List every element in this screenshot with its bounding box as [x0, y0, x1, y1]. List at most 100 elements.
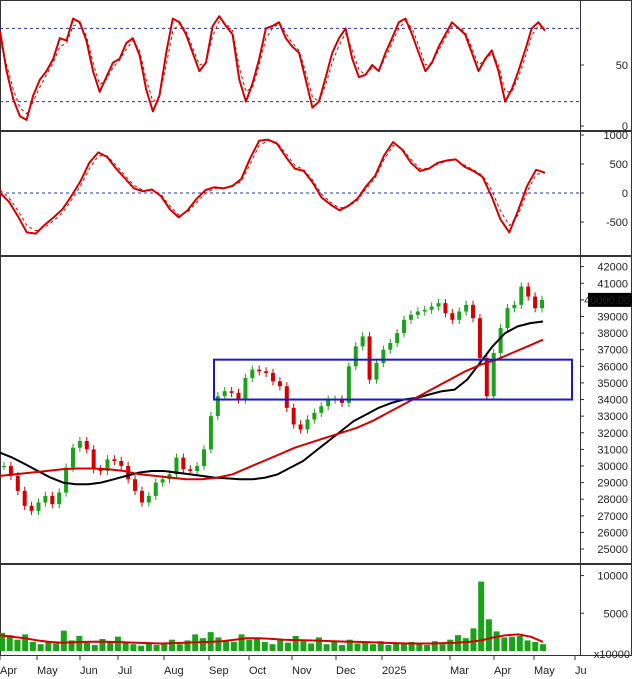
- volume-bar: [246, 639, 253, 651]
- last-price-label: 40000.00: [584, 295, 630, 307]
- candle-body: [29, 505, 34, 511]
- volume-bar: [22, 634, 29, 651]
- candle-body: [277, 381, 282, 387]
- volume-bar: [284, 642, 291, 651]
- candle-body: [484, 358, 489, 397]
- candle-body: [77, 441, 82, 448]
- y-tick-label: 31000: [597, 444, 628, 456]
- volume-bar: [346, 639, 353, 651]
- candle-body: [119, 460, 124, 466]
- volume-bar: [53, 643, 60, 651]
- candle-body: [2, 465, 6, 467]
- volume-bar: [300, 641, 307, 651]
- volume-bar: [478, 581, 485, 651]
- volume-bar: [0, 632, 5, 651]
- stochastic-signal-line: [0, 20, 546, 115]
- volume-bar: [138, 645, 145, 651]
- candle-body: [208, 416, 213, 450]
- candle-body: [181, 457, 186, 470]
- candle-body: [415, 311, 420, 315]
- volume-bar: [524, 640, 531, 651]
- y-tick-label: 39000: [597, 311, 628, 323]
- candle-body: [105, 459, 110, 471]
- candle-body: [91, 449, 96, 470]
- x-tick-label: 2025: [382, 665, 406, 677]
- volume-bar: [369, 644, 376, 651]
- volume-bar: [114, 636, 121, 651]
- x-tick-label: Sep: [209, 665, 229, 677]
- candle-body: [402, 319, 407, 334]
- candle-body: [160, 479, 165, 483]
- y-tick-label: 10000: [597, 571, 628, 583]
- candle-body: [312, 412, 317, 420]
- candle-body: [50, 495, 55, 505]
- volume-bar: [68, 640, 75, 651]
- candle-body: [271, 372, 275, 382]
- volume-bar: [532, 641, 539, 651]
- candle-body: [353, 346, 358, 367]
- y-tick-label: 37000: [597, 345, 628, 357]
- volume-bar: [223, 641, 230, 651]
- y-tick-label: 26000: [597, 527, 628, 539]
- candle-body: [284, 386, 289, 408]
- volume-bar: [153, 644, 160, 651]
- volume-bar: [37, 644, 44, 651]
- volume-bar: [424, 644, 431, 651]
- candle-body: [98, 469, 103, 471]
- y-tick-label: 1000: [604, 130, 628, 142]
- volume-bar: [408, 641, 415, 651]
- y-tick-label: 32000: [597, 428, 628, 440]
- volume-bar: [493, 631, 500, 651]
- moving-average-slow: [0, 338, 544, 481]
- volume-bar: [261, 641, 268, 651]
- y-tick-label: 42000: [597, 262, 628, 274]
- candle-body: [374, 362, 379, 380]
- volume-average-line: [0, 633, 544, 645]
- volume-multiplier-label: x10000: [594, 649, 630, 661]
- candle-body: [395, 333, 400, 344]
- volume-bar: [91, 644, 98, 651]
- volume-bar: [99, 638, 106, 651]
- x-tick-label: May: [37, 665, 58, 677]
- candle-body: [43, 495, 48, 503]
- candle-body: [498, 328, 503, 354]
- volume-bar: [184, 640, 191, 651]
- volume-bar: [540, 644, 546, 651]
- volume-bar: [29, 641, 36, 651]
- candle-body: [533, 296, 538, 309]
- candle-body: [202, 449, 207, 466]
- y-tick-label: 50: [616, 60, 628, 72]
- volume-bar: [238, 634, 245, 651]
- candle-body: [526, 286, 531, 297]
- candle-body: [64, 467, 69, 493]
- volume-bar: [161, 643, 168, 651]
- candle-body: [471, 304, 476, 319]
- candle-body: [8, 465, 13, 476]
- volume-bar: [323, 644, 330, 651]
- volume-bar: [14, 639, 21, 651]
- candle-body: [519, 286, 524, 305]
- candle-body: [236, 392, 241, 400]
- moving-average-fast: [0, 320, 544, 486]
- candle-body: [360, 336, 365, 347]
- x-tick-label: Ju: [575, 665, 587, 677]
- candle-body: [477, 318, 482, 359]
- candle-body: [346, 366, 351, 403]
- candle-body: [291, 407, 296, 425]
- x-tick-label: Oct: [249, 665, 266, 677]
- y-tick-label: 29000: [597, 478, 628, 490]
- candle-body: [388, 343, 393, 350]
- volume-bar: [400, 644, 407, 651]
- volume-bar: [45, 641, 52, 651]
- candle-body: [264, 371, 269, 373]
- panel-frame-1: [0, 0, 632, 131]
- macd-signal-line: [0, 140, 546, 232]
- candle-body: [84, 441, 89, 450]
- y-tick-label: 500: [610, 159, 628, 171]
- volume-bar: [362, 642, 369, 651]
- y-tick-label: 34000: [597, 395, 628, 407]
- volume-bar: [470, 628, 477, 651]
- stochastic-main-line: [0, 15, 546, 121]
- candle-body: [146, 495, 151, 503]
- candle-body: [339, 399, 344, 403]
